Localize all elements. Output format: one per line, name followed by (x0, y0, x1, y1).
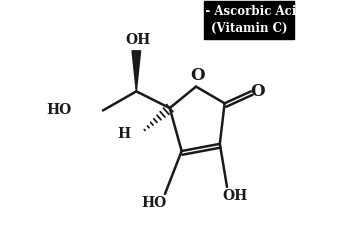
Text: O: O (190, 67, 205, 84)
Text: HO: HO (141, 196, 166, 210)
Text: OH: OH (125, 33, 150, 47)
Text: HO: HO (47, 103, 72, 117)
Text: (Vitamin C): (Vitamin C) (211, 22, 287, 35)
Text: L - Ascorbic Acid: L - Ascorbic Acid (193, 5, 305, 18)
Text: H: H (117, 127, 131, 141)
Text: O: O (250, 83, 265, 100)
FancyBboxPatch shape (204, 1, 294, 39)
Text: OH: OH (222, 189, 247, 203)
Polygon shape (132, 51, 141, 91)
